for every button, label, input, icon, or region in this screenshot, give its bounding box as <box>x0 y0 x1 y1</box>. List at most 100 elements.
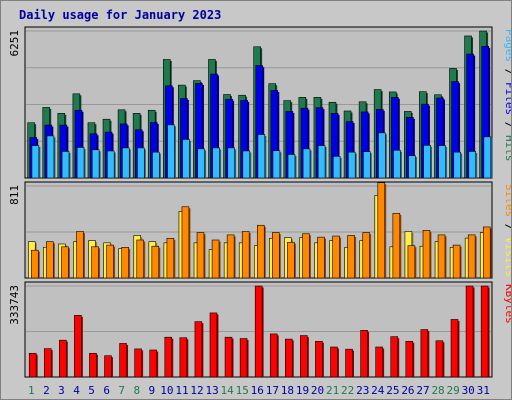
bar-kbytes-day-13 <box>209 312 218 378</box>
bar-pages-day-15 <box>242 150 251 179</box>
bar-kbytes-day-1 <box>28 352 37 378</box>
x-tick-label-day-29: 29 <box>447 384 460 397</box>
bar-kbytes-day-18 <box>285 338 293 378</box>
bar-sites-day-30 <box>467 234 476 279</box>
chart-title: Daily usage for January 2023 <box>19 8 222 22</box>
bar-pages-day-5 <box>91 149 100 179</box>
x-tick-label-day-10: 10 <box>160 384 173 397</box>
bar-pages-day-26 <box>408 155 416 179</box>
bar-kbytes-day-6 <box>104 355 112 378</box>
bar-kbytes-day-5 <box>89 352 97 378</box>
bar-kbytes-day-9 <box>149 349 157 378</box>
x-tick-label-day-18: 18 <box>281 384 294 397</box>
bar-pages-day-10 <box>167 124 175 179</box>
bar-pages-day-20 <box>317 145 326 179</box>
bar-pages-day-1 <box>31 145 40 179</box>
bar-sites-day-18 <box>287 241 295 279</box>
bar-sites-day-14 <box>226 234 235 279</box>
bar-pages-day-24 <box>378 132 386 179</box>
x-tick-label-day-31: 31 <box>477 384 490 397</box>
middle-panel-legend: Sites / Visits <box>503 184 511 277</box>
x-tick-label-day-28: 28 <box>431 384 444 397</box>
bar-pages-day-2 <box>46 135 55 179</box>
bar-kbytes-day-12 <box>194 321 203 378</box>
bar-kbytes-day-11 <box>179 337 188 378</box>
bottom-panel-max-label: 333743 <box>8 285 21 325</box>
bar-sites-day-20 <box>317 236 325 279</box>
bar-kbytes-day-4 <box>74 315 82 378</box>
bar-kbytes-day-24 <box>375 346 383 378</box>
x-tick-label-day-14: 14 <box>221 384 235 397</box>
x-tick-label-day-13: 13 <box>205 384 218 397</box>
bar-sites-day-13 <box>211 239 220 279</box>
x-tick-label-day-26: 26 <box>401 384 414 397</box>
bar-kbytes-day-7 <box>119 343 127 378</box>
x-tick-label-day-7: 7 <box>118 384 125 397</box>
x-tick-label-day-24: 24 <box>371 384 385 397</box>
x-tick-label-day-11: 11 <box>175 384 188 397</box>
x-tick-label-day-20: 20 <box>311 384 324 397</box>
middle-panel-legend-item: Visits <box>503 237 511 277</box>
bar-pages-day-29 <box>453 151 461 179</box>
bar-pages-day-16 <box>257 134 266 179</box>
bar-kbytes-day-8 <box>134 348 142 378</box>
bar-sites-day-27 <box>422 230 431 279</box>
bar-kbytes-day-16 <box>254 285 263 378</box>
middle-panel-legend-item: Sites <box>503 184 511 217</box>
bar-kbytes-day-27 <box>420 329 429 378</box>
bar-sites-day-2 <box>46 241 54 279</box>
bar-pages-day-25 <box>393 149 401 179</box>
bar-kbytes-day-20 <box>315 340 323 378</box>
bar-sites-day-3 <box>61 246 69 279</box>
bar-kbytes-day-10 <box>164 336 173 378</box>
bar-kbytes-day-26 <box>405 340 414 378</box>
bottom-panel-legend-item: KBytes <box>503 284 511 324</box>
x-tick-label-day-27: 27 <box>416 384 429 397</box>
x-tick-label-day-22: 22 <box>341 384 354 397</box>
top-panel-max-label: 6251 <box>8 30 21 57</box>
bar-sites-day-22 <box>347 235 355 279</box>
x-tick-label-day-3: 3 <box>58 384 65 397</box>
x-tick-label-day-2: 2 <box>43 384 50 397</box>
bar-kbytes-day-17 <box>269 333 278 378</box>
x-tick-label-day-19: 19 <box>296 384 309 397</box>
top-panel-legend-item: / <box>503 115 511 135</box>
bar-pages-day-12 <box>197 148 205 179</box>
bar-pages-day-6 <box>106 150 115 179</box>
x-tick-label-day-12: 12 <box>190 384 203 397</box>
bar-sites-day-25 <box>392 213 401 279</box>
x-tick-label-day-4: 4 <box>73 384 80 397</box>
bar-sites-day-26 <box>407 245 416 279</box>
bar-sites-day-10 <box>166 237 175 279</box>
top-panel-legend-item: Hits <box>503 135 511 162</box>
x-tick-label-day-30: 30 <box>462 384 475 397</box>
bar-sites-day-21 <box>332 235 340 279</box>
bar-kbytes-day-15 <box>239 338 248 378</box>
bar-sites-day-23 <box>362 232 370 279</box>
bar-sites-day-19 <box>302 233 310 279</box>
bar-sites-day-6 <box>106 244 114 279</box>
x-tick-label-day-6: 6 <box>103 384 110 397</box>
bar-sites-day-8 <box>136 239 145 279</box>
bar-sites-day-31 <box>482 226 491 279</box>
bar-pages-day-17 <box>272 150 281 179</box>
top-panel-legend: Pages / Files / Hits <box>503 29 511 162</box>
bar-pages-day-3 <box>61 151 70 179</box>
bar-sites-day-4 <box>76 231 84 279</box>
x-tick-label-day-1: 1 <box>28 384 35 397</box>
middle-panel-max-label: 811 <box>8 185 21 205</box>
middle-panel-legend-item: / <box>503 217 511 237</box>
bar-pages-day-13 <box>212 147 220 179</box>
bar-sites-day-16 <box>256 224 265 279</box>
bar-pages-day-8 <box>137 147 145 179</box>
bar-pages-day-7 <box>122 147 130 179</box>
bar-pages-day-23 <box>363 151 371 179</box>
bar-kbytes-day-30 <box>465 285 474 378</box>
bar-kbytes-day-28 <box>435 340 444 378</box>
bar-sites-day-29 <box>452 244 461 279</box>
bar-kbytes-day-21 <box>330 346 338 378</box>
bar-pages-day-28 <box>438 145 446 179</box>
bar-sites-day-24 <box>377 182 386 279</box>
